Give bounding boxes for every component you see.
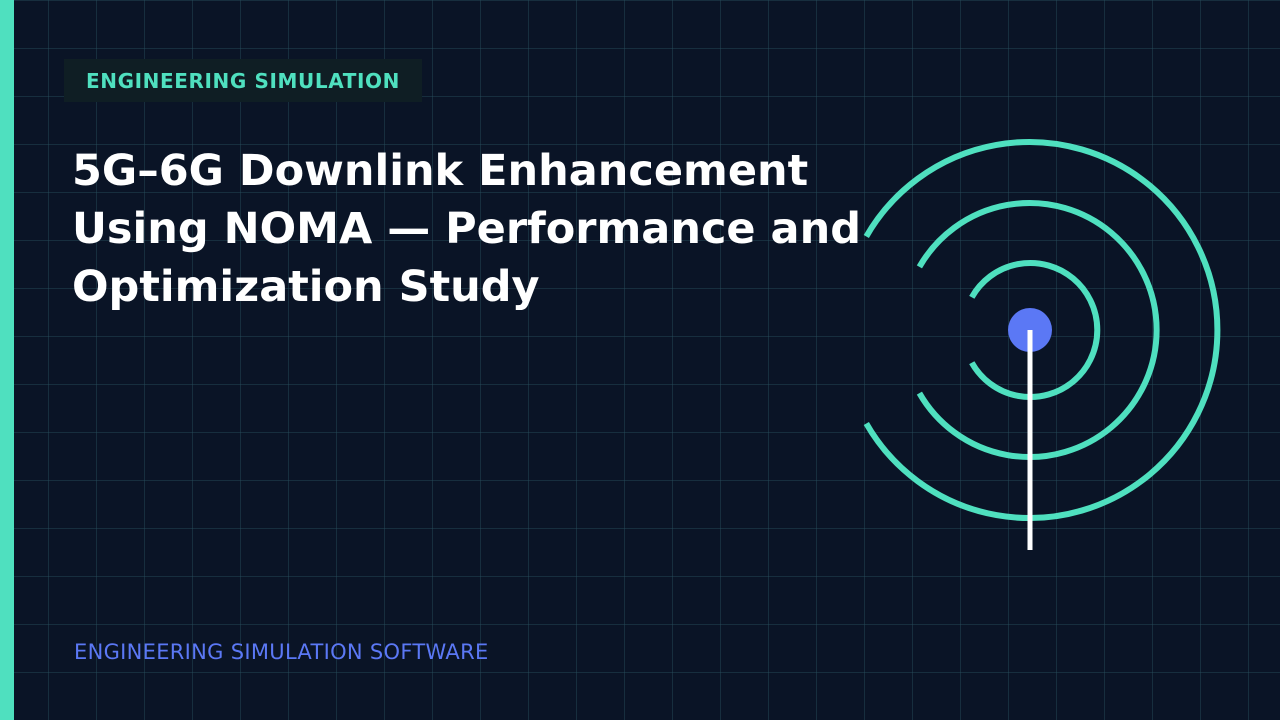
left-accent-bar [0,0,14,720]
footer-label: ENGINEERING SIMULATION SOFTWARE [74,640,489,664]
slide-title: 5G–6G Downlink Enhancement Using NOMA — … [72,146,861,312]
signal-wave-outer [863,139,1221,521]
signal-wave-middle [916,200,1160,460]
signal-wave-inner [969,260,1101,400]
category-tag: ENGINEERING SIMULATION [64,59,422,102]
antenna-signal-icon [863,139,1221,550]
category-tag-label: ENGINEERING SIMULATION [86,68,400,93]
